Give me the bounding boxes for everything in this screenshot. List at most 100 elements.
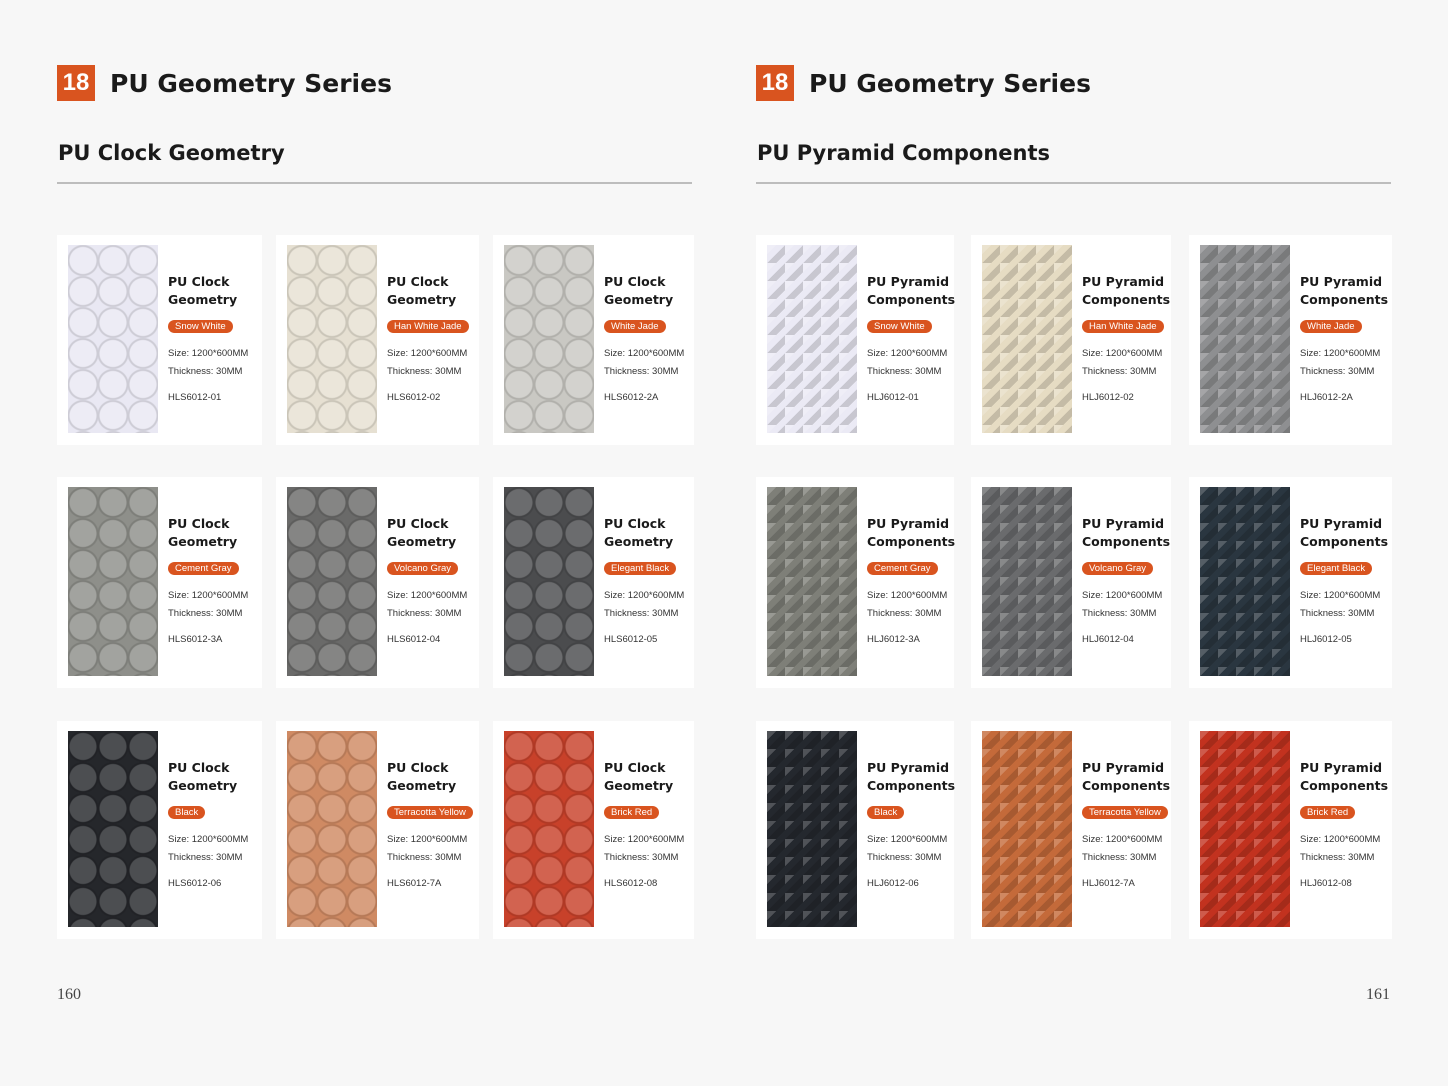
section-subtitle: PU Clock Geometry — [58, 141, 285, 165]
product-card: PU Pyramid Components Elegant Black Size: … — [1189, 477, 1392, 688]
product-size: Size: 1200*600MM — [604, 348, 685, 359]
product-size: Size: 1200*600MM — [604, 834, 685, 845]
product-name: PU Pyramid Components — [867, 516, 956, 549]
product-code: HLS6012-04 — [387, 634, 441, 645]
product-thickness: Thickness: 30MM — [867, 852, 942, 863]
product-card: PU Clock Geometry Cement Gray Size: 1200*6… — [57, 477, 262, 688]
product-thickness: Thickness: 30MM — [1300, 366, 1375, 377]
product-card: PU Clock Geometry Black Size: 1200*600MM Th… — [57, 721, 262, 939]
product-thickness: Thickness: 30MM — [604, 608, 679, 619]
color-tag: Volcano Gray — [1082, 562, 1154, 575]
product-name: PU Clock Geometry — [387, 274, 457, 307]
product-code: HLS6012-2A — [604, 392, 659, 403]
product-size: Size: 1200*600MM — [867, 348, 948, 359]
divider — [756, 182, 1391, 184]
product-size: Size: 1200*600MM — [168, 590, 249, 601]
color-tag: Brick Red — [604, 806, 660, 819]
color-tag: Han White Jade — [1082, 320, 1164, 333]
product-card: PU Clock Geometry Elegant Black Size: 1200… — [493, 477, 694, 688]
product-name: PU Pyramid Components — [1300, 274, 1389, 307]
product-thickness: Thickness: 30MM — [1082, 366, 1157, 377]
section-badge: 18 — [57, 65, 95, 101]
product-swatch — [767, 245, 857, 433]
product-code: HLJ6012-7A — [1082, 878, 1135, 889]
product-size: Size: 1200*600MM — [1082, 590, 1163, 601]
product-size: Size: 1200*600MM — [168, 348, 249, 359]
color-tag: Terracotta Yellow — [1082, 806, 1168, 819]
product-swatch — [68, 731, 158, 927]
product-size: Size: 1200*600MM — [387, 590, 468, 601]
color-tag: Terracotta Yellow — [387, 806, 473, 819]
product-card: PU Clock Geometry Snow White Size: 1200*60… — [57, 235, 262, 445]
product-swatch — [982, 245, 1072, 433]
product-thickness: Thickness: 30MM — [867, 366, 942, 377]
product-name: PU Clock Geometry — [168, 760, 238, 793]
product-code: HLJ6012-2A — [1300, 392, 1353, 403]
section-badge: 18 — [756, 65, 794, 101]
product-swatch — [504, 731, 594, 927]
product-swatch — [1200, 245, 1290, 433]
color-tag: Han White Jade — [387, 320, 469, 333]
section-subtitle: PU Pyramid Components — [757, 141, 1051, 165]
product-thickness: Thickness: 30MM — [168, 852, 243, 863]
color-tag: Brick Red — [1300, 806, 1356, 819]
product-name: PU Pyramid Components — [867, 760, 956, 793]
page-title: PU Geometry Series — [110, 69, 392, 98]
product-size: Size: 1200*600MM — [1300, 590, 1381, 601]
product-swatch — [504, 487, 594, 676]
product-code: HLJ6012-08 — [1300, 878, 1352, 889]
product-card: PU Clock Geometry Volcano Gray Size: 1200*… — [276, 477, 479, 688]
product-code: HLS6012-05 — [604, 634, 658, 645]
product-card: PU Pyramid Components Terracotta Yellow Si… — [971, 721, 1171, 939]
color-tag: Volcano Gray — [387, 562, 459, 575]
product-size: Size: 1200*600MM — [1300, 834, 1381, 845]
product-code: HLJ6012-3A — [867, 634, 920, 645]
product-size: Size: 1200*600MM — [387, 348, 468, 359]
product-swatch — [68, 487, 158, 676]
product-card: PU Clock Geometry White Jade Size: 1200*60… — [493, 235, 694, 445]
product-code: HLJ6012-06 — [867, 878, 919, 889]
product-swatch — [767, 731, 857, 927]
divider — [57, 182, 692, 184]
color-tag: Snow White — [168, 320, 233, 333]
color-tag: Snow White — [867, 320, 932, 333]
product-size: Size: 1200*600MM — [867, 590, 948, 601]
product-card: PU Pyramid Components Cement Gray Size: 12… — [756, 477, 956, 688]
color-tag: Cement Gray — [867, 562, 938, 575]
product-size: Size: 1200*600MM — [604, 590, 685, 601]
product-size: Size: 1200*600MM — [387, 834, 468, 845]
page-number: 161 — [1366, 986, 1390, 1003]
product-size: Size: 1200*600MM — [867, 834, 948, 845]
product-swatch — [287, 731, 377, 927]
product-swatch — [287, 487, 377, 676]
product-thickness: Thickness: 30MM — [387, 366, 462, 377]
product-swatch — [767, 487, 857, 676]
product-card: PU Clock Geometry Han White Jade Size: 120… — [276, 235, 479, 445]
product-name: PU Clock Geometry — [168, 516, 238, 549]
product-card: PU Pyramid Components Han White Jade Size:… — [971, 235, 1171, 445]
product-thickness: Thickness: 30MM — [604, 366, 679, 377]
product-swatch — [504, 245, 594, 433]
product-name: PU Pyramid Components — [1082, 516, 1171, 549]
product-card: PU Pyramid Components Brick Red Size: 1200… — [1189, 721, 1392, 939]
product-thickness: Thickness: 30MM — [1082, 852, 1157, 863]
product-thickness: Thickness: 30MM — [387, 852, 462, 863]
product-card: PU Pyramid Components White Jade Size: 120… — [1189, 235, 1392, 445]
product-size: Size: 1200*600MM — [1082, 834, 1163, 845]
product-swatch — [982, 487, 1072, 676]
product-swatch — [68, 245, 158, 433]
product-swatch — [982, 731, 1072, 927]
product-name: PU Clock Geometry — [387, 760, 457, 793]
product-name: PU Pyramid Components — [1082, 274, 1171, 307]
product-thickness: Thickness: 30MM — [1300, 608, 1375, 619]
color-tag: White Jade — [1300, 320, 1362, 333]
color-tag: Elegant Black — [604, 562, 677, 575]
product-name: PU Pyramid Components — [867, 274, 956, 307]
product-code: HLS6012-08 — [604, 878, 658, 889]
product-code: HLJ6012-01 — [867, 392, 919, 403]
product-code: HLJ6012-02 — [1082, 392, 1134, 403]
product-swatch — [1200, 487, 1290, 676]
product-card: PU Pyramid Components Volcano Gray Size: 1… — [971, 477, 1171, 688]
product-code: HLJ6012-05 — [1300, 634, 1352, 645]
